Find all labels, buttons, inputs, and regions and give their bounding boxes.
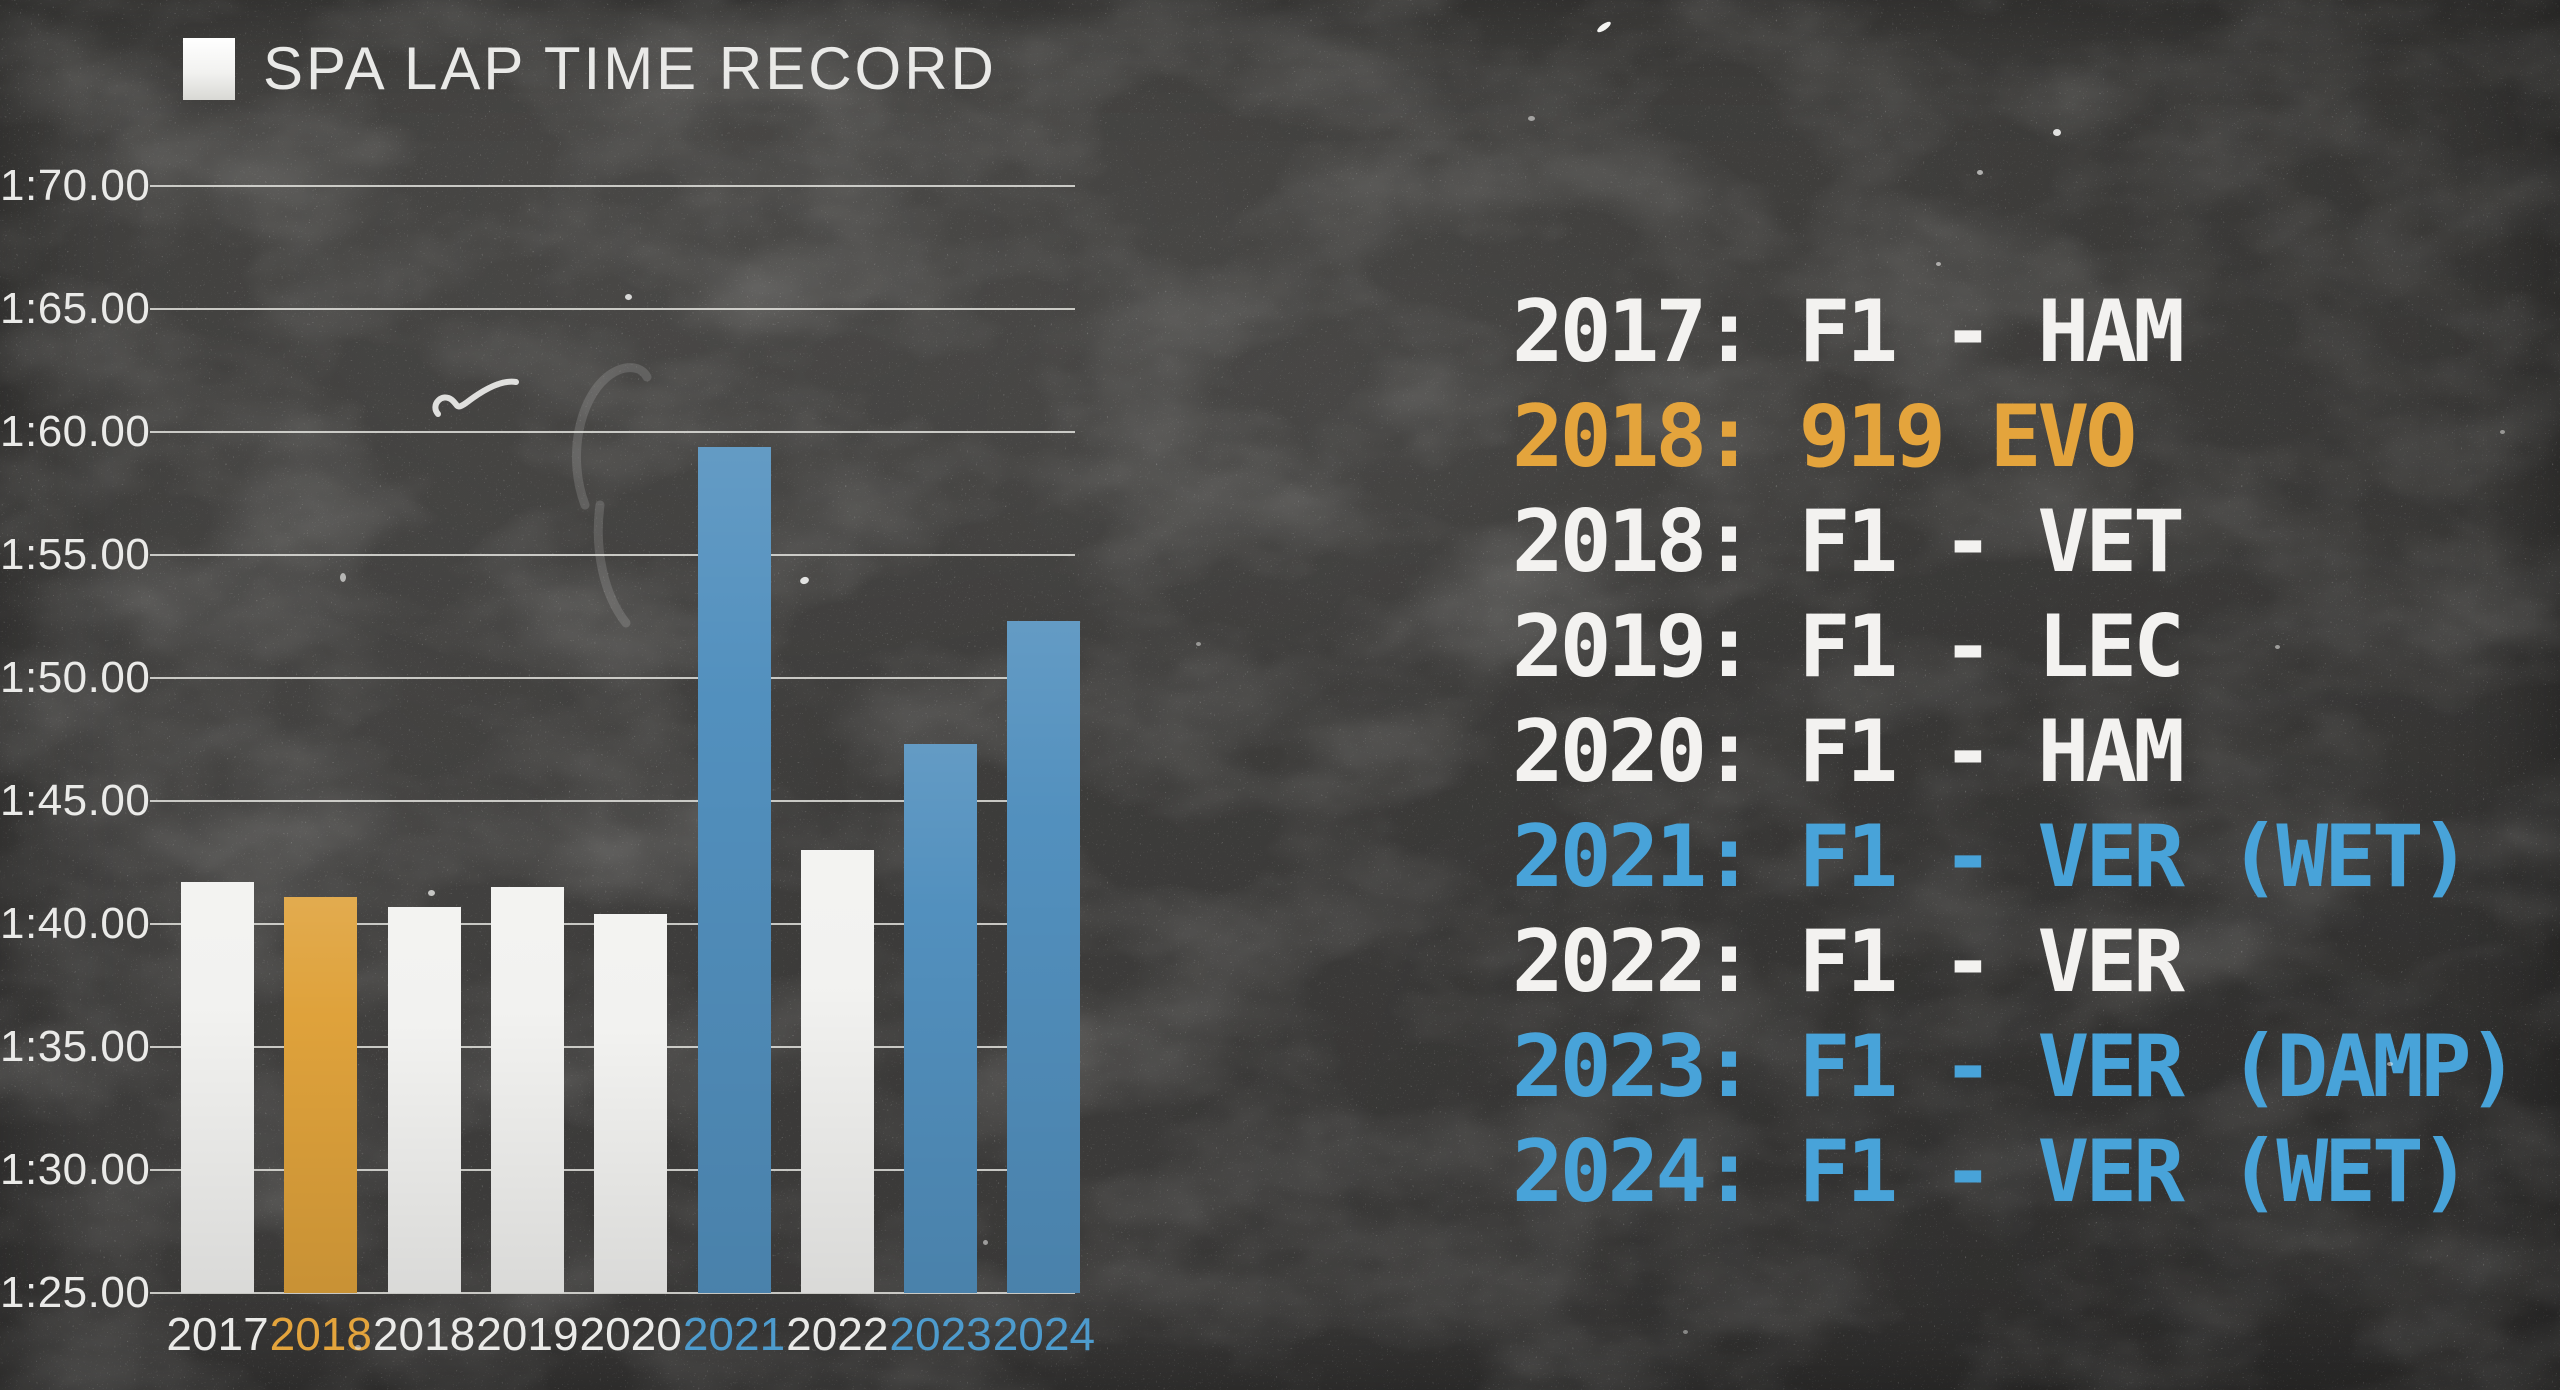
gridline-1:50.00 [150, 677, 1075, 679]
chalk-speck-1 [2053, 129, 2061, 136]
legend-item-7: 2023: F1 - VER (DAMP) [1512, 1016, 2519, 1117]
chalk-speck-4 [1936, 262, 1941, 266]
bar-7-2023 [904, 744, 978, 1293]
series-swatch [183, 37, 235, 100]
scratch-bright [432, 378, 519, 417]
bar-8-2024 [1007, 621, 1081, 1293]
y-axis-tick-1:70.00: 1:70.00 [0, 161, 151, 210]
y-axis-tick-1:65.00: 1:65.00 [0, 284, 151, 333]
chalk-speck-2 [1977, 170, 1983, 175]
legend-list: 2017: F1 - HAM 2018: 919 EVO 2018: F1 - VE… [1512, 279, 2519, 1224]
legend-item-2: 2018: F1 - VET [1512, 491, 2185, 592]
gridline-1:25.00 [150, 1292, 1075, 1294]
x-axis-tick-3-2019: 2019 [476, 1308, 579, 1360]
chalk-speck-15 [1683, 1330, 1688, 1334]
y-axis-tick-1:50.00: 1:50.00 [0, 653, 151, 702]
chalk-speck-7 [340, 573, 346, 582]
chart-header: SPA LAP TIME RECORD [183, 34, 997, 103]
chalk-speck-5 [625, 294, 632, 300]
bar-4-2020 [594, 914, 668, 1293]
legend-item-5: 2021: F1 - VER (WET) [1512, 806, 2472, 907]
chart-title: SPA LAP TIME RECORD [263, 35, 997, 102]
legend-item-1: 2018: 919 EVO [1512, 386, 2137, 487]
chalk-speck-3 [1528, 116, 1535, 121]
y-axis-tick-1:60.00: 1:60.00 [0, 407, 151, 456]
x-axis-tick-6-2022: 2022 [786, 1308, 889, 1360]
gridline-1:55.00 [150, 554, 1075, 556]
legend-item-8: 2024: F1 - VER (WET) [1512, 1121, 2472, 1222]
chalk-speck-8 [428, 890, 435, 896]
bar-5-2021 [697, 446, 771, 1294]
y-axis-tick-1:40.00: 1:40.00 [0, 899, 151, 948]
bar-1-2018 [284, 896, 358, 1294]
x-axis-tick-7-2023: 2023 [889, 1308, 992, 1360]
y-axis-tick-1:45.00: 1:45.00 [0, 776, 151, 825]
legend-item-4: 2020: F1 - HAM [1512, 701, 2185, 802]
chalk-speck-6 [799, 575, 810, 586]
y-axis-tick-1:25.00: 1:25.00 [0, 1268, 151, 1317]
legend-item-0: 2017: F1 - HAM [1512, 281, 2185, 382]
gridline-1:60.00 [150, 431, 1075, 433]
y-axis-tick-1:35.00: 1:35.00 [0, 1022, 151, 1071]
legend-item-6: 2022: F1 - VER [1512, 911, 2185, 1012]
x-axis-tick-4-2020: 2020 [579, 1308, 682, 1360]
y-axis-tick-1:55.00: 1:55.00 [0, 530, 151, 579]
gridline-1:65.00 [150, 308, 1075, 310]
chalk-speck-14 [983, 1240, 988, 1245]
gridline-1:70.00 [150, 185, 1075, 187]
bar-6-2022 [800, 850, 874, 1293]
gridline-1:45.00 [150, 800, 1075, 802]
x-axis-tick-1-2018: 2018 [269, 1308, 372, 1360]
legend-item-3: 2019: F1 - LEC [1512, 596, 2185, 697]
x-axis-tick-0-2017: 2017 [166, 1308, 269, 1360]
bar-0-2017 [181, 882, 254, 1293]
bar-3-2019 [490, 887, 564, 1293]
chalk-speck-0 [1595, 19, 1613, 35]
x-axis-tick-2-2018: 2018 [372, 1308, 476, 1360]
chalk-speck-13 [1196, 642, 1201, 646]
x-axis-tick-5-2021: 2021 [682, 1308, 786, 1360]
y-axis-tick-1:30.00: 1:30.00 [0, 1145, 151, 1194]
bar-2-2018 [387, 906, 461, 1294]
scratch-faint [571, 363, 652, 628]
x-axis-tick-8-2024: 2024 [992, 1308, 1096, 1360]
